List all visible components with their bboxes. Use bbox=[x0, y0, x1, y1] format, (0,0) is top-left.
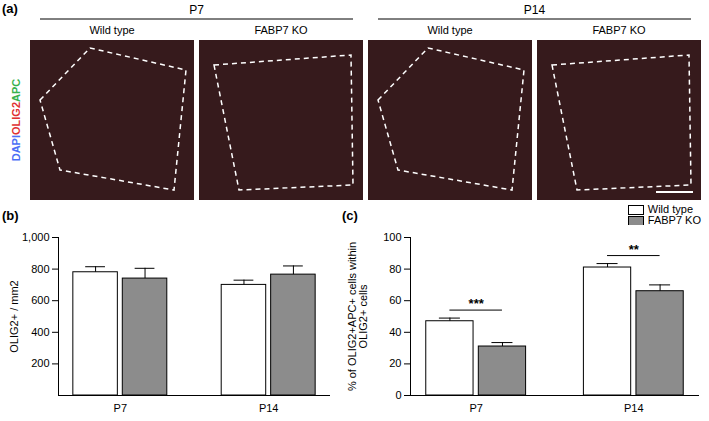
svg-text:P14: P14 bbox=[624, 402, 644, 414]
svg-text:OLIG2+ / mm2: OLIG2+ / mm2 bbox=[8, 280, 20, 352]
svg-text:FABP7 KO: FABP7 KO bbox=[254, 24, 308, 36]
svg-text:**: ** bbox=[629, 242, 640, 257]
svg-text:P7: P7 bbox=[469, 402, 482, 414]
svg-text:Wild type: Wild type bbox=[89, 24, 134, 36]
svg-text:600: 600 bbox=[31, 294, 49, 306]
html-text:Wild type: Wild type bbox=[647, 203, 693, 215]
svg-text:% of OLIG2+APC+ cells withinOL: % of OLIG2+APC+ cells withinOLIG2+ cells bbox=[346, 242, 369, 391]
svg-text:20: 20 bbox=[389, 357, 401, 369]
svg-text:1,000: 1,000 bbox=[22, 231, 50, 243]
html-text:(b): (b) bbox=[2, 207, 19, 223]
svg-text:P7: P7 bbox=[189, 3, 204, 17]
svg-text:400: 400 bbox=[31, 326, 49, 338]
svg-text:80: 80 bbox=[389, 263, 401, 275]
svg-text:800: 800 bbox=[31, 263, 49, 275]
svg-text:Wild type: Wild type bbox=[427, 24, 472, 36]
svg-text:0: 0 bbox=[395, 389, 401, 401]
svg-text:60: 60 bbox=[389, 294, 401, 306]
html-text:FABP7 KO: FABP7 KO bbox=[647, 214, 701, 226]
svg-text:FABP7 KO: FABP7 KO bbox=[592, 24, 646, 36]
svg-text:P14: P14 bbox=[259, 402, 279, 414]
svg-text:***: *** bbox=[469, 296, 485, 311]
svg-text:DAPIOLIG2APC: DAPIOLIG2APC bbox=[10, 79, 22, 162]
svg-text:40: 40 bbox=[389, 326, 401, 338]
svg-text:200: 200 bbox=[31, 357, 49, 369]
svg-text:P7: P7 bbox=[114, 402, 127, 414]
svg-text:P14: P14 bbox=[524, 3, 546, 17]
svg-text:100: 100 bbox=[383, 231, 401, 243]
svg-text:(a): (a) bbox=[2, 1, 18, 16]
html-text:(c): (c) bbox=[342, 207, 358, 223]
